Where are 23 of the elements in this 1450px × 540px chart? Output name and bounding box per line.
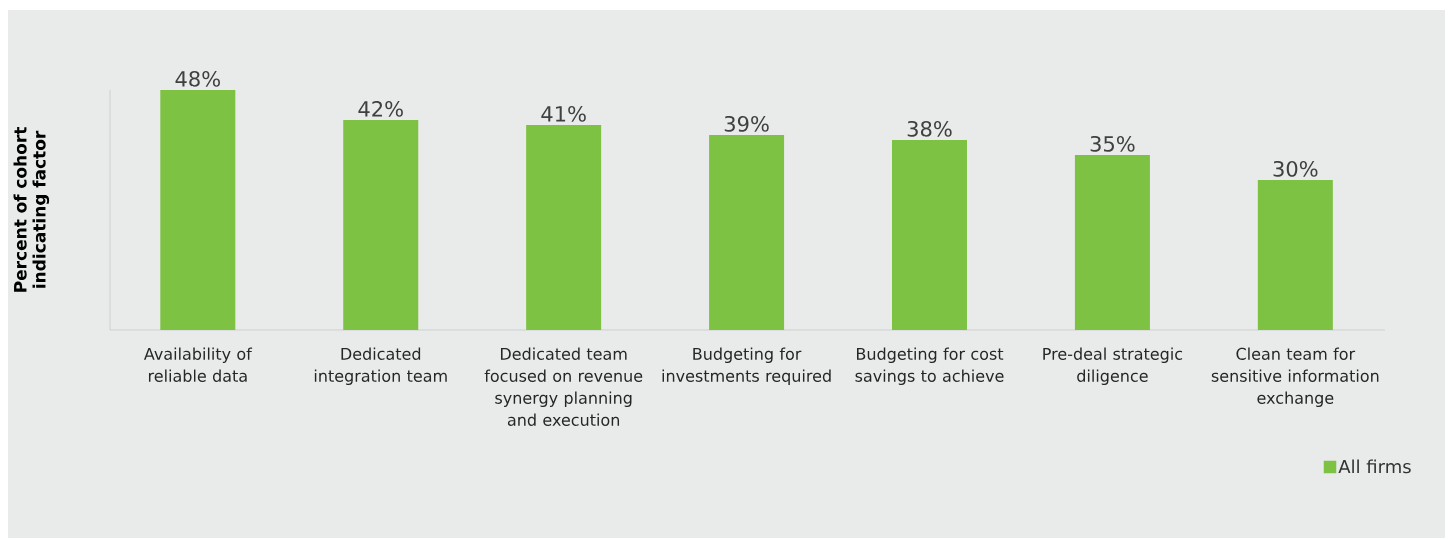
bar — [892, 139, 967, 330]
bar — [343, 119, 419, 330]
x-tick-label: Budgeting for cost savings to achieve — [855, 347, 1004, 385]
data-label: 39% — [724, 115, 769, 132]
legend-label: All firms — [1338, 459, 1411, 474]
data-label: 41% — [541, 105, 586, 122]
bar — [526, 124, 602, 330]
x-tick-label: Availability of reliable data — [143, 347, 253, 382]
x-tick-label: Dedicated team focused on revenue synergy planning and execution — [484, 347, 643, 426]
data-label: 35% — [1090, 135, 1135, 152]
data-label: 48% — [175, 70, 220, 87]
bar — [160, 89, 236, 330]
data-label: 42% — [358, 100, 403, 117]
data-label: 38% — [907, 120, 952, 137]
data-label: 30% — [1273, 160, 1318, 177]
y-axis-title: Percent of cohort indicating factor — [13, 127, 50, 292]
bar — [709, 134, 785, 330]
x-tick-label: Dedicated integration team — [314, 347, 447, 385]
x-tick-label: Pre-deal strategic diligence — [1043, 347, 1183, 385]
bar — [1257, 179, 1333, 330]
x-tick-label: Clean team for sensitive information exchange — [1211, 347, 1379, 407]
x-tick-label: Budgeting for investments required — [662, 347, 831, 385]
bar — [1074, 154, 1150, 330]
